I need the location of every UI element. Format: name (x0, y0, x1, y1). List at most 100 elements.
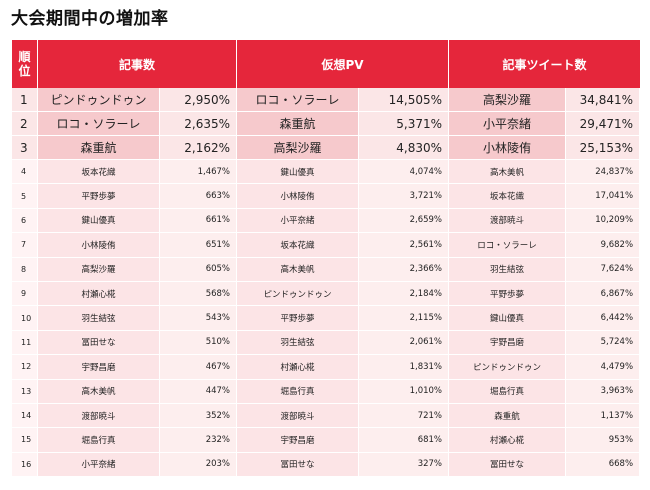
article-rate-cell: 651% (160, 233, 238, 258)
article-name-cell: 鍵山優真 (38, 208, 160, 234)
pv-rate-cell: 721% (359, 403, 450, 429)
rank-cell: 3 (12, 136, 38, 160)
table-row: 14 渡部暁斗 352% 渡部暁斗 721% 森重航 1,137% (12, 403, 641, 429)
article-rate-cell: 568% (160, 281, 238, 307)
pv-rate-cell: 2,366% (359, 257, 450, 282)
rank-cell: 2 (12, 112, 38, 136)
pv-rate-cell: 5,371% (359, 112, 450, 136)
rank-cell: 1 (12, 88, 38, 112)
rank-cell: 14 (12, 403, 38, 429)
article-rate-cell: 2,950% (160, 88, 238, 112)
pv-name-cell: 羽生結弦 (237, 330, 360, 356)
tweet-name-cell: 高梨沙羅 (449, 88, 567, 112)
table-row: 13 高木美帆 447% 堀島行真 1,010% 堀島行真 3,963% (12, 379, 641, 404)
header-pv: 仮想PV (237, 40, 450, 88)
pv-rate-cell: 1,831% (359, 355, 450, 380)
tweet-rate-cell: 24,837% (566, 160, 641, 185)
tweet-rate-cell: 9,682% (566, 233, 641, 258)
article-name-cell: 森重航 (38, 136, 160, 160)
article-rate-cell: 510% (160, 330, 238, 356)
rank-cell: 16 (12, 452, 38, 478)
tweet-name-cell: 小林陵侑 (449, 136, 567, 160)
article-name-cell: ロコ・ソラーレ (38, 112, 160, 136)
tweet-rate-cell: 6,867% (566, 281, 641, 307)
ranking-table: 順 位 記事数 仮想PV 記事ツイート数 1 ピンドゥンドゥン 2,950% ロコ・ソ… (12, 40, 641, 478)
tweet-rate-cell: 5,724% (566, 330, 641, 356)
tweet-name-cell: 高木美帆 (449, 160, 567, 185)
tweet-rate-cell: 17,041% (566, 184, 641, 209)
pv-name-cell: 渡部暁斗 (237, 403, 360, 429)
article-rate-cell: 352% (160, 403, 238, 429)
table-row: 4 坂本花織 1,467% 鍵山優真 4,074% 高木美帆 24,837% (12, 160, 641, 185)
pv-rate-cell: 2,115% (359, 306, 450, 331)
table-row: 16 小平奈緒 203% 冨田せな 327% 冨田せな 668% (12, 452, 641, 478)
article-name-cell: 坂本花織 (38, 160, 160, 185)
article-name-cell: 宇野昌磨 (38, 355, 160, 380)
tweet-name-cell: 渡部暁斗 (449, 208, 567, 234)
table-row: 9 村瀬心椛 568% ピンドゥンドゥン 2,184% 平野歩夢 6,867% (12, 281, 641, 307)
article-name-cell: ピンドゥンドゥン (38, 88, 160, 112)
header-tweets: 記事ツイート数 (449, 40, 641, 88)
pv-name-cell: 森重航 (237, 112, 360, 136)
table-body: 1 ピンドゥンドゥン 2,950% ロコ・ソラーレ 14,505% 高梨沙羅 34,841%… (12, 88, 641, 478)
article-name-cell: 平野歩夢 (38, 184, 160, 209)
article-name-cell: 村瀬心椛 (38, 281, 160, 307)
pv-rate-cell: 4,074% (359, 160, 450, 185)
tweet-name-cell: 村瀬心椛 (449, 428, 567, 453)
rank-cell: 4 (12, 160, 38, 185)
rank-cell: 13 (12, 379, 38, 404)
page-title: 大会期間中の増加率 (11, 9, 169, 29)
rank-cell: 11 (12, 330, 38, 356)
article-name-cell: 羽生結弦 (38, 306, 160, 331)
tweet-rate-cell: 953% (566, 428, 641, 453)
tweet-rate-cell: 668% (566, 452, 641, 478)
tweet-name-cell: ピンドゥンドゥン (449, 355, 567, 380)
table-row: 1 ピンドゥンドゥン 2,950% ロコ・ソラーレ 14,505% 高梨沙羅 34,841% (12, 88, 641, 112)
table-row: 5 平野歩夢 663% 小林陵侑 3,721% 坂本花織 17,041% (12, 184, 641, 209)
rank-cell: 6 (12, 208, 38, 234)
article-name-cell: 小平奈緒 (38, 452, 160, 478)
article-rate-cell: 661% (160, 208, 238, 234)
article-rate-cell: 232% (160, 428, 238, 453)
pv-rate-cell: 2,659% (359, 208, 450, 234)
pv-rate-cell: 2,561% (359, 233, 450, 258)
rank-cell: 15 (12, 428, 38, 453)
pv-name-cell: 小平奈緒 (237, 208, 360, 234)
article-rate-cell: 203% (160, 452, 238, 478)
table-row: 6 鍵山優真 661% 小平奈緒 2,659% 渡部暁斗 10,209% (12, 208, 641, 234)
pv-rate-cell: 3,721% (359, 184, 450, 209)
pv-name-cell: 高木美帆 (237, 257, 360, 282)
article-name-cell: 冨田せな (38, 330, 160, 356)
table-row: 8 高梨沙羅 605% 高木美帆 2,366% 羽生結弦 7,624% (12, 257, 641, 282)
tweet-rate-cell: 4,479% (566, 355, 641, 380)
table-row: 7 小林陵侑 651% 坂本花織 2,561% ロコ・ソラーレ 9,682% (12, 233, 641, 258)
tweet-name-cell: 堀島行真 (449, 379, 567, 404)
pv-name-cell: 宇野昌磨 (237, 428, 360, 453)
header-rank: 順 位 (12, 40, 38, 88)
pv-rate-cell: 681% (359, 428, 450, 453)
tweet-rate-cell: 3,963% (566, 379, 641, 404)
article-name-cell: 堀島行真 (38, 428, 160, 453)
pv-rate-cell: 327% (359, 452, 450, 478)
pv-name-cell: 鍵山優真 (237, 160, 360, 185)
article-rate-cell: 2,635% (160, 112, 238, 136)
table-row: 3 森重航 2,162% 高梨沙羅 4,830% 小林陵侑 25,153% (12, 136, 641, 160)
header-articles: 記事数 (38, 40, 238, 88)
header-rank-line2: 位 (18, 64, 31, 78)
pv-name-cell: 冨田せな (237, 452, 360, 478)
article-rate-cell: 543% (160, 306, 238, 331)
rank-cell: 9 (12, 281, 38, 307)
tweet-name-cell: 坂本花織 (449, 184, 567, 209)
tweet-rate-cell: 10,209% (566, 208, 641, 234)
tweet-rate-cell: 25,153% (566, 136, 641, 160)
pv-rate-cell: 4,830% (359, 136, 450, 160)
tweet-rate-cell: 6,442% (566, 306, 641, 331)
tweet-name-cell: 羽生結弦 (449, 257, 567, 282)
tweet-rate-cell: 7,624% (566, 257, 641, 282)
article-name-cell: 小林陵侑 (38, 233, 160, 258)
pv-name-cell: ピンドゥンドゥン (237, 281, 360, 307)
article-name-cell: 高梨沙羅 (38, 257, 160, 282)
pv-name-cell: 村瀬心椛 (237, 355, 360, 380)
article-rate-cell: 1,467% (160, 160, 238, 185)
rank-cell: 10 (12, 306, 38, 331)
